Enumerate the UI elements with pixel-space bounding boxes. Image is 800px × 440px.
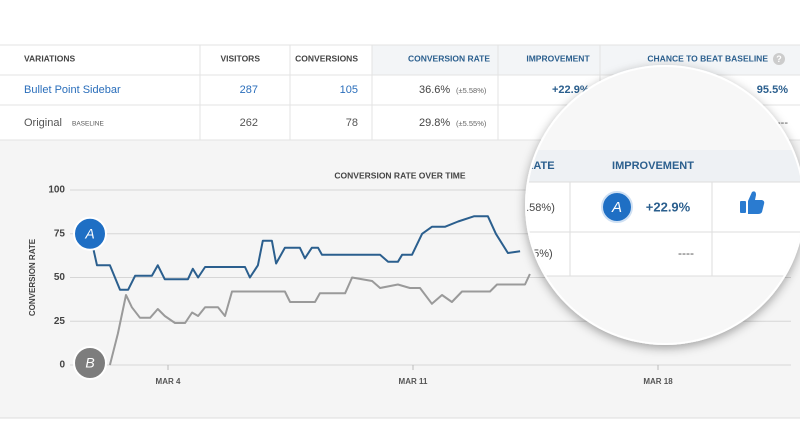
header-band	[372, 45, 800, 75]
column-header: CHANCE TO BEAT BASELINE	[647, 53, 768, 63]
lens-marker	[601, 191, 633, 223]
series-marker	[73, 346, 107, 380]
series-name: B	[85, 355, 94, 371]
thumbs-up-icon	[740, 191, 765, 214]
lens-improvement: +22.9%	[646, 199, 691, 214]
baseline-tag: BASELINE	[72, 121, 104, 128]
lens-header	[527, 150, 800, 182]
conversion-rate: 36.6%	[419, 84, 450, 96]
x-tick-label: MAR 4	[156, 377, 181, 386]
series-line	[108, 273, 531, 366]
rate-margin: (±5.55%)	[456, 119, 487, 128]
lens-rows	[527, 182, 800, 276]
conversions: 78	[346, 117, 358, 129]
improvement: +22.9%	[552, 84, 590, 96]
column-header: VISITORS	[220, 53, 260, 63]
visitors: 262	[240, 117, 258, 129]
y-tick-label: 50	[54, 272, 66, 283]
chart-title: CONVERSION RATE OVER TIME	[334, 170, 465, 180]
column-header: VARIATIONS	[24, 53, 75, 63]
y-tick-label: 25	[54, 316, 66, 327]
variation-name: Bullet Point Sidebar	[24, 84, 121, 96]
y-tick-label: 0	[59, 360, 65, 371]
lens-marker-name: A	[611, 199, 622, 216]
column-header: CONVERSIONS	[295, 53, 358, 63]
x-tick-label: MAR 11	[399, 377, 428, 386]
lens-margin: 5.58%)	[520, 202, 555, 214]
rate-margin: (±5.58%)	[456, 86, 487, 95]
series-marker	[73, 216, 107, 251]
y-tick-label: 75	[54, 228, 66, 239]
lens-improvement: ----	[678, 246, 694, 260]
y-axis-label: CONVERSION RATE	[28, 238, 37, 316]
conversions: 105	[340, 84, 358, 96]
help-icon-text: ?	[776, 54, 782, 64]
lens-header: IMPROVEMENT	[612, 160, 694, 172]
column-header: CONVERSION RATE	[408, 53, 490, 63]
variation-name: Original	[24, 117, 62, 129]
column-header: IMPROVEMENT	[526, 53, 590, 63]
chance: 95.5%	[757, 84, 788, 96]
lens-header: RATE	[525, 160, 554, 172]
x-tick-label: MAR 18	[643, 377, 673, 386]
series-line	[89, 215, 521, 291]
series-name: A	[84, 225, 94, 241]
conversion-rate: 29.8%	[419, 117, 450, 129]
y-tick-label: 100	[48, 185, 65, 196]
visitors: 287	[240, 84, 258, 96]
help-icon	[773, 53, 785, 65]
